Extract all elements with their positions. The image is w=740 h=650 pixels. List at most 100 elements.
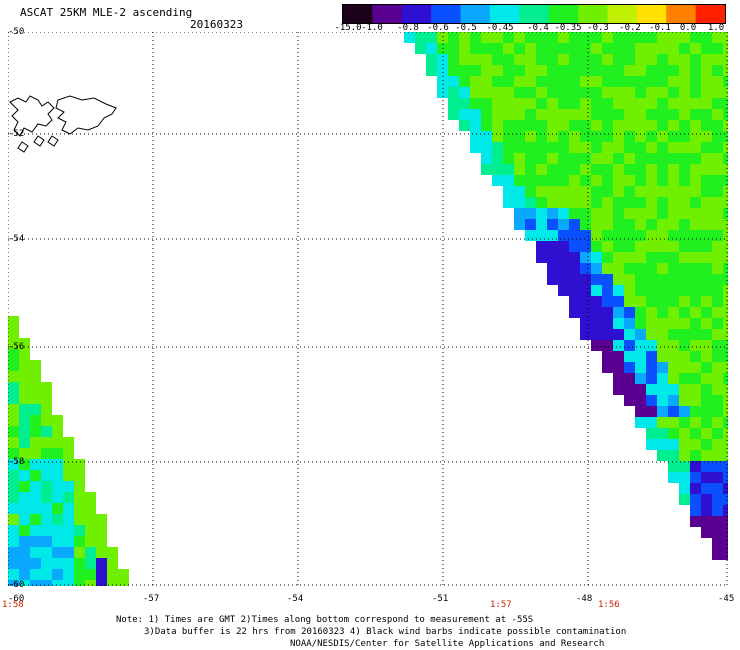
swath-cell bbox=[492, 65, 503, 76]
swath-cell bbox=[41, 382, 52, 393]
swath-cell bbox=[85, 558, 96, 569]
swath-cell bbox=[536, 109, 547, 120]
swath-cell bbox=[657, 252, 668, 263]
swath-cell bbox=[19, 338, 30, 349]
swath-cell bbox=[701, 131, 712, 142]
swath-cell bbox=[74, 481, 85, 492]
swath-cell bbox=[580, 318, 591, 329]
swath-cell bbox=[635, 406, 646, 417]
swath-cell bbox=[690, 340, 701, 351]
swath-cell bbox=[701, 384, 712, 395]
swath-cell bbox=[613, 219, 624, 230]
swath-cell bbox=[492, 76, 503, 87]
swath-cell bbox=[503, 32, 514, 43]
swath-cell bbox=[558, 120, 569, 131]
swath-cell bbox=[723, 296, 728, 307]
swath-cell bbox=[63, 569, 74, 580]
swath-cell bbox=[558, 76, 569, 87]
swath-cell bbox=[74, 514, 85, 525]
swath-cell bbox=[624, 54, 635, 65]
swath-cell bbox=[8, 514, 19, 525]
swath-cell bbox=[712, 494, 723, 505]
swath-cell bbox=[514, 109, 525, 120]
swath-cell bbox=[613, 384, 624, 395]
swath-cell bbox=[448, 32, 459, 43]
swath-cell bbox=[602, 307, 613, 318]
swath-cell bbox=[624, 373, 635, 384]
swath-cell bbox=[30, 580, 41, 586]
swath-cell bbox=[701, 252, 712, 263]
swath-cell bbox=[712, 450, 723, 461]
swath-cell bbox=[547, 241, 558, 252]
swath-cell bbox=[602, 252, 613, 263]
swath-cell bbox=[591, 274, 602, 285]
swath-cell bbox=[701, 109, 712, 120]
swath-cell bbox=[712, 472, 723, 483]
swath-cell bbox=[690, 43, 701, 54]
swath-cell bbox=[63, 514, 74, 525]
swath-cell bbox=[657, 76, 668, 87]
swath-cell bbox=[712, 461, 723, 472]
legend-label: -0.1 bbox=[649, 23, 671, 33]
swath-cell bbox=[602, 274, 613, 285]
swath-cell bbox=[712, 131, 723, 142]
swath-cell bbox=[580, 252, 591, 263]
swath-cell bbox=[657, 109, 668, 120]
swath-cell bbox=[701, 373, 712, 384]
swath-cell bbox=[8, 327, 19, 338]
swath-cell bbox=[19, 558, 30, 569]
swath-cell bbox=[668, 252, 679, 263]
swath-cell bbox=[701, 505, 712, 516]
swath-cell bbox=[514, 87, 525, 98]
swath-cell bbox=[547, 54, 558, 65]
swath-cell bbox=[96, 569, 107, 580]
swath-cell bbox=[547, 208, 558, 219]
swath-cell bbox=[536, 120, 547, 131]
swath-cell bbox=[635, 329, 646, 340]
swath-cell bbox=[668, 318, 679, 329]
swath-cell bbox=[635, 318, 646, 329]
swath-cell bbox=[668, 54, 679, 65]
swath-cell bbox=[569, 186, 580, 197]
swath-cell bbox=[580, 142, 591, 153]
swath-cell bbox=[624, 241, 635, 252]
legend-swatch bbox=[372, 5, 403, 23]
swath-cell bbox=[668, 373, 679, 384]
swath-cell bbox=[503, 54, 514, 65]
swath-cell bbox=[679, 175, 690, 186]
swath-cell bbox=[536, 65, 547, 76]
swath-cell bbox=[701, 340, 712, 351]
swath-cell bbox=[701, 153, 712, 164]
swath-cell bbox=[679, 76, 690, 87]
swath-cell bbox=[679, 318, 690, 329]
swath-cell bbox=[690, 274, 701, 285]
swath-cell bbox=[580, 43, 591, 54]
swath-cell bbox=[525, 142, 536, 153]
swath-cell bbox=[30, 360, 41, 371]
swath-cell bbox=[591, 153, 602, 164]
swath-cell bbox=[723, 450, 728, 461]
swath-cell bbox=[701, 43, 712, 54]
swath-cell bbox=[536, 175, 547, 186]
swath-cell bbox=[580, 175, 591, 186]
swath-cell bbox=[723, 142, 728, 153]
swath-cell bbox=[514, 54, 525, 65]
swath-cell bbox=[679, 219, 690, 230]
swath-cell bbox=[503, 65, 514, 76]
swath-cell bbox=[63, 536, 74, 547]
time-label: 1:58 bbox=[2, 600, 24, 610]
swath-cell bbox=[646, 208, 657, 219]
lat-label: -50 bbox=[8, 27, 25, 37]
swath-cell bbox=[525, 175, 536, 186]
swath-cell bbox=[690, 285, 701, 296]
swath-cell bbox=[712, 186, 723, 197]
swath-cell bbox=[701, 98, 712, 109]
swath-cell bbox=[459, 120, 470, 131]
swath-cell bbox=[635, 307, 646, 318]
swath-cell bbox=[41, 448, 52, 459]
swath-cell bbox=[591, 175, 602, 186]
swath-cell bbox=[30, 393, 41, 404]
swath-cell bbox=[668, 219, 679, 230]
swath-cell bbox=[690, 395, 701, 406]
swath-cell bbox=[701, 164, 712, 175]
